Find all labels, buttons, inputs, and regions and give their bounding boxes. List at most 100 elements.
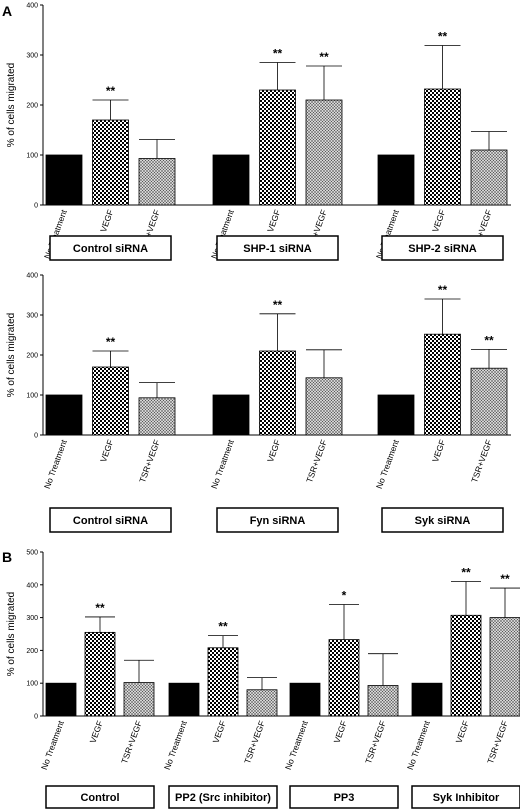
significance-marker: **: [500, 572, 510, 586]
bar: [45, 154, 83, 206]
x-tick-label: VEGF: [430, 438, 447, 463]
significance-marker: **: [319, 50, 329, 64]
x-tick-label: No Treatment: [39, 719, 66, 771]
significance-marker: **: [438, 283, 448, 297]
bar: [84, 631, 116, 717]
bar: [123, 682, 155, 717]
bar: [259, 89, 296, 206]
significance-marker: **: [106, 335, 116, 349]
bar: [489, 617, 520, 717]
y-tick-label: 400: [26, 273, 38, 280]
bar: [328, 639, 360, 717]
group-label: Control siRNA: [73, 515, 148, 527]
bar: [138, 158, 176, 206]
significance-marker: **: [273, 47, 283, 61]
y-tick-label: 100: [26, 681, 38, 688]
x-tick-label: VEGF: [332, 719, 349, 744]
bar: [45, 682, 77, 717]
significance-marker: **: [95, 601, 105, 615]
x-tick-label: TSR+VEGF: [137, 438, 162, 484]
significance-marker: **: [438, 30, 448, 44]
group-label: PP2 (Src inhibitor): [175, 792, 271, 804]
y-tick-label: 200: [26, 353, 38, 360]
bar: [305, 99, 343, 206]
y-tick-label: 100: [26, 393, 38, 400]
bar: [168, 682, 200, 717]
significance-marker: *: [342, 588, 347, 602]
bar: [45, 394, 83, 436]
x-tick-label: VEGF: [211, 719, 228, 744]
group-label-box: [216, 235, 339, 261]
group-label-box: [381, 507, 504, 533]
bar: [92, 119, 129, 206]
x-tick-label: No Treatment: [283, 719, 310, 771]
y-tick-label: 300: [26, 313, 38, 320]
bar: [470, 149, 508, 206]
chart-2: % of cells migrated 0 100 200 300 400 No Treat…: [6, 273, 511, 533]
bar: [424, 333, 461, 436]
y-tick-label: 400: [26, 582, 38, 589]
x-tick-label: VEGF: [88, 719, 105, 744]
y-axis-label: % of cells migrated: [6, 313, 17, 397]
group-label-box: [381, 235, 504, 261]
bar: [207, 647, 239, 717]
y-tick-label: 200: [26, 103, 38, 110]
y-tick-label: 100: [26, 153, 38, 160]
group-label: Control siRNA: [73, 243, 148, 255]
x-tick-label: No Treatment: [374, 438, 401, 490]
significance-marker: **: [218, 620, 228, 634]
x-tick-label: No Treatment: [162, 719, 189, 771]
group-label: Control: [80, 792, 119, 804]
group-label-box: [216, 507, 339, 533]
y-axis-label: % of cells migrated: [6, 63, 17, 147]
group-label-box: [168, 785, 278, 809]
group-label-box: [289, 785, 399, 809]
x-tick-label: TSR+VEGF: [363, 719, 388, 765]
bar: [212, 154, 250, 206]
y-tick-label: 500: [26, 550, 38, 557]
x-tick-label: VEGF: [454, 719, 471, 744]
bar: [259, 350, 296, 436]
x-tick-label: VEGF: [265, 438, 282, 463]
y-tick-label: 200: [26, 648, 38, 655]
group-label: PP3: [334, 792, 355, 804]
bar: [470, 367, 508, 436]
x-tick-label: VEGF: [265, 208, 282, 233]
bar: [305, 377, 343, 436]
bar: [377, 154, 415, 206]
group-label: Syk siRNA: [415, 515, 471, 527]
bar: [450, 614, 482, 717]
group-label: Fyn siRNA: [250, 515, 306, 527]
bar: [212, 394, 250, 436]
bar: [411, 682, 443, 717]
bar: [138, 397, 176, 436]
y-tick-label: 300: [26, 615, 38, 622]
y-tick-label: 400: [26, 3, 38, 10]
y-tick-label: 300: [26, 53, 38, 60]
bar: [246, 689, 278, 717]
x-tick-label: VEGF: [430, 208, 447, 233]
group-label-box: [49, 507, 172, 533]
x-tick-label: VEGF: [98, 438, 115, 463]
y-tick-label: 0: [34, 203, 38, 210]
group-label-box: [49, 235, 172, 261]
group-label: SHP-2 siRNA: [408, 243, 477, 255]
group-label-box: [411, 785, 520, 809]
significance-marker: **: [106, 84, 116, 98]
panel-label-b: B: [2, 549, 12, 565]
x-tick-label: TSR+VEGF: [119, 719, 144, 765]
y-axis-label: % of cells migrated: [6, 592, 17, 676]
group-label: Syk Inhibitor: [433, 792, 500, 804]
x-tick-label: VEGF: [98, 208, 115, 233]
x-tick-label: TSR+VEGF: [304, 438, 329, 484]
bar: [424, 88, 461, 206]
chart-3: % of cells migrated 0 100 200 300 400 500 No Tr…: [6, 550, 520, 809]
x-tick-label: No Treatment: [209, 438, 236, 490]
bar: [289, 682, 321, 717]
panel-label-a: A: [2, 3, 12, 19]
x-tick-label: TSR+VEGF: [485, 719, 510, 765]
bar: [92, 366, 129, 436]
x-tick-label: TSR+VEGF: [242, 719, 267, 765]
x-tick-label: No Treatment: [42, 438, 69, 490]
